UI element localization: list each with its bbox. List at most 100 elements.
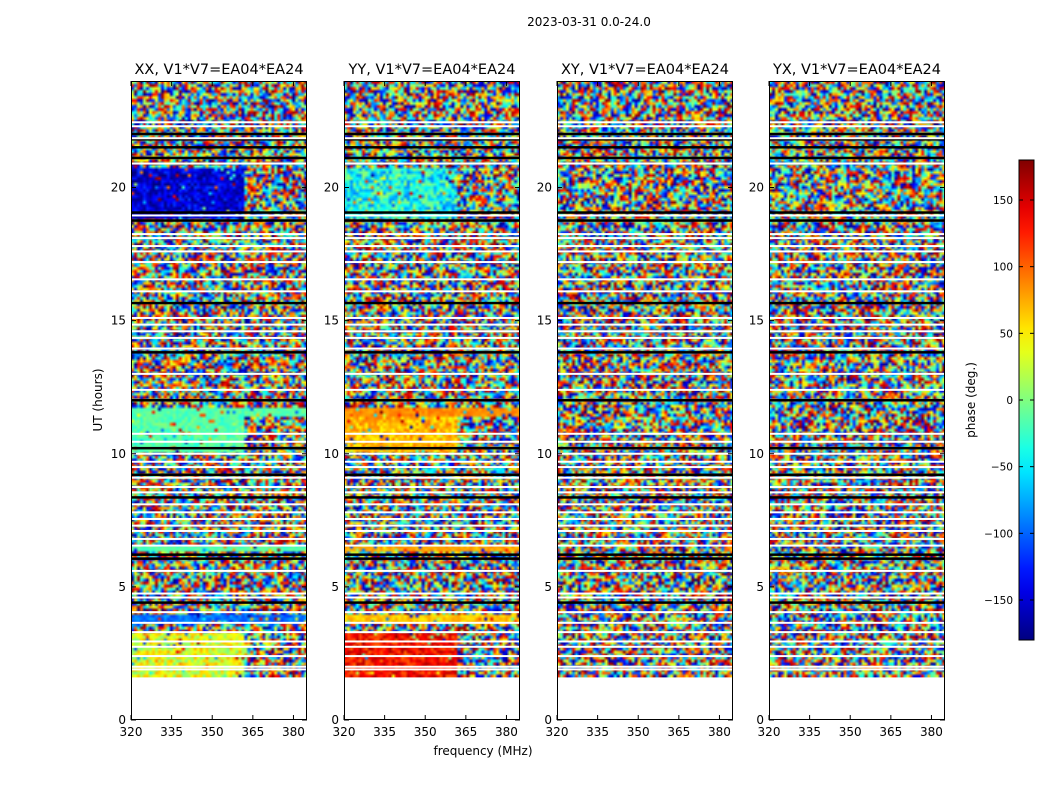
gap-row bbox=[131, 557, 307, 560]
flag-row bbox=[557, 440, 733, 443]
gap-row bbox=[131, 351, 307, 354]
gap-row bbox=[557, 473, 733, 477]
y-tick-label: 15 bbox=[111, 314, 126, 328]
gap-row bbox=[769, 601, 945, 604]
gap-row bbox=[131, 446, 307, 450]
flag-row bbox=[557, 137, 733, 140]
gap-row bbox=[769, 138, 945, 141]
gap-row bbox=[557, 601, 733, 604]
gap-row bbox=[769, 132, 945, 136]
flag-row bbox=[557, 245, 733, 248]
flag-row bbox=[557, 372, 733, 375]
gap-row bbox=[344, 553, 520, 556]
flag-row bbox=[131, 689, 307, 692]
gap-row bbox=[769, 557, 945, 560]
flag-row bbox=[131, 631, 307, 634]
flag-row bbox=[131, 486, 307, 489]
flag-row bbox=[131, 503, 307, 506]
flag-row bbox=[769, 432, 945, 435]
flag-row bbox=[769, 388, 945, 391]
flag-row bbox=[769, 503, 945, 506]
panel-frame bbox=[344, 81, 520, 720]
panel-3: XY, V1*V7=EA04*EA24 320 335 350 365 380 0 5 10 15… bbox=[537, 62, 733, 739]
x-tick-label: 320 bbox=[120, 725, 143, 739]
flag-row bbox=[557, 537, 733, 540]
flag-row bbox=[131, 372, 307, 375]
gap-row bbox=[131, 138, 307, 141]
y-tick-label: 0 bbox=[756, 713, 764, 727]
flag-row bbox=[344, 537, 520, 540]
colorbar-tick-label: 0 bbox=[1006, 395, 1013, 407]
flag-row bbox=[769, 689, 945, 692]
flag-row bbox=[344, 432, 520, 435]
flag-row bbox=[131, 432, 307, 435]
flag-row bbox=[131, 611, 307, 614]
flag-row bbox=[344, 245, 520, 248]
gap-row bbox=[131, 301, 307, 305]
flag-row bbox=[769, 245, 945, 248]
y-tick-label: 10 bbox=[749, 447, 764, 461]
flag-row bbox=[769, 233, 945, 236]
flag-row bbox=[769, 491, 945, 494]
gap-row bbox=[344, 156, 520, 160]
gap-row bbox=[131, 146, 307, 149]
flag-row bbox=[769, 278, 945, 281]
flag-row bbox=[344, 655, 520, 658]
flag-row bbox=[344, 261, 520, 264]
gap-row bbox=[557, 138, 733, 141]
flag-row bbox=[131, 668, 307, 671]
flag-row bbox=[769, 517, 945, 520]
flag-row bbox=[557, 511, 733, 514]
gap-row bbox=[769, 211, 945, 214]
y-tick-label: 10 bbox=[537, 447, 552, 461]
gap-row bbox=[344, 138, 520, 141]
y-tick-label: 5 bbox=[118, 580, 126, 594]
flag-row bbox=[344, 452, 520, 455]
y-tick-label: 0 bbox=[544, 713, 552, 727]
flag-row bbox=[344, 689, 520, 692]
flag-row bbox=[344, 476, 520, 479]
flag-row bbox=[769, 486, 945, 489]
flag-row bbox=[769, 645, 945, 648]
flag-row bbox=[557, 631, 733, 634]
colorbar-tick-label: −100 bbox=[984, 528, 1013, 540]
y-axis-label: UT (hours) bbox=[91, 368, 105, 431]
gap-row bbox=[131, 211, 307, 214]
flag-row bbox=[131, 640, 307, 643]
gap-row bbox=[344, 211, 520, 214]
gap-row bbox=[344, 601, 520, 604]
gap-row bbox=[769, 496, 945, 499]
flag-row bbox=[131, 596, 307, 599]
flag-row bbox=[344, 460, 520, 463]
flag-row bbox=[557, 278, 733, 281]
flag-row bbox=[131, 511, 307, 514]
flag-row bbox=[769, 452, 945, 455]
flag-row bbox=[769, 460, 945, 463]
flag-row bbox=[344, 440, 520, 443]
flag-row bbox=[557, 290, 733, 293]
colorbar-tick-label: −50 bbox=[991, 462, 1013, 474]
flag-row bbox=[344, 665, 520, 668]
y-tick-label: 15 bbox=[749, 314, 764, 328]
x-tick-label: 365 bbox=[667, 725, 690, 739]
flag-row bbox=[344, 569, 520, 572]
y-tick-label: 15 bbox=[324, 314, 339, 328]
flag-row bbox=[344, 491, 520, 494]
x-tick-label: 350 bbox=[627, 725, 650, 739]
flag-row bbox=[557, 486, 733, 489]
flag-row bbox=[769, 137, 945, 140]
flag-row bbox=[557, 466, 733, 469]
gap-row bbox=[557, 496, 733, 499]
gap-row bbox=[557, 301, 733, 305]
phase-waterfall bbox=[344, 81, 520, 678]
flag-row bbox=[131, 316, 307, 319]
colorbar: 150 100 50 0 −50 −100 −150 bbox=[984, 159, 1035, 641]
flag-row bbox=[131, 460, 307, 463]
x-axis-label: frequency (MHz) bbox=[433, 744, 532, 758]
flag-row bbox=[131, 655, 307, 658]
flag-row bbox=[344, 330, 520, 333]
gap-row bbox=[344, 146, 520, 149]
flag-row bbox=[131, 214, 307, 217]
flag-row bbox=[344, 278, 520, 281]
flag-row bbox=[344, 544, 520, 547]
